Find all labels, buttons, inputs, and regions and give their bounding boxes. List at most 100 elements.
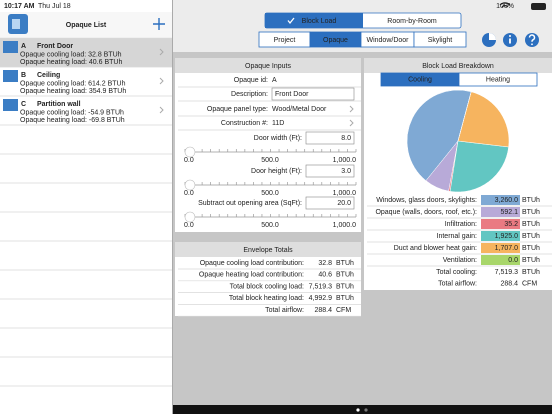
mode-button[interactable] — [265, 13, 363, 28]
sidebar-header — [0, 12, 172, 37]
tab[interactable] — [413, 31, 467, 48]
breakdown-value: 592.1 — [500, 209, 518, 216]
item-heating: Opaque heating load: 40.6 BTUh — [20, 59, 122, 66]
slider-label: Subtract out opening area (SqFt): — [198, 200, 302, 207]
battery-icon — [531, 3, 546, 10]
list-item[interactable] — [0, 96, 172, 125]
check-icon — [287, 17, 295, 25]
sidebar-title: Opaque List — [66, 22, 107, 29]
page-dot — [364, 408, 368, 412]
help-glyph — [528, 34, 536, 42]
value-swatch — [481, 207, 520, 217]
breakdown-unit: BTUh — [522, 197, 540, 204]
total-label: Opaque heating load contribution: — [199, 272, 304, 279]
slider-thumb[interactable] — [184, 146, 196, 158]
inputs-title: Opaque Inputs — [245, 63, 291, 70]
total-label: Total block heating load: — [229, 295, 304, 302]
item-name: Ceiling — [37, 72, 60, 79]
breakdown-unit: BTUh — [522, 245, 540, 252]
breakdown-label: Infiltration: — [445, 221, 477, 228]
status-time: 10:17 AM — [4, 3, 35, 10]
total-value: 288.4 — [314, 307, 332, 314]
total-unit: CFM — [336, 307, 351, 314]
breakdown-total-unit: CFM — [522, 280, 537, 287]
bottom-bar — [173, 405, 552, 414]
slider-tick-label: 1,000.0 — [333, 157, 356, 164]
field-label: Description: — [231, 91, 268, 98]
slider-value: 8.0 — [341, 135, 351, 142]
list-item[interactable] — [0, 38, 172, 67]
breakdown-unit: BTUh — [522, 257, 540, 264]
field-value: 11D — [272, 120, 284, 127]
slider-thumb[interactable] — [184, 211, 196, 223]
breakdown-label: Internal gain: — [437, 233, 478, 240]
app-icon-part — [12, 19, 20, 29]
pie-slice — [449, 140, 509, 193]
breakdown-total-value: 7,519.3 — [495, 269, 518, 276]
slider-thumb[interactable] — [184, 179, 196, 191]
number-field[interactable] — [305, 164, 355, 178]
breakdown-header — [364, 58, 552, 73]
breakdown-title: Block Load Breakdown — [422, 63, 494, 70]
breakdown-value: 0.0 — [508, 257, 518, 264]
number-field[interactable] — [305, 196, 355, 210]
envelope-body — [175, 257, 361, 316]
total-unit: BTUh — [336, 260, 354, 267]
slider-label: Door height (Ft): — [251, 168, 302, 175]
item-letter: A — [21, 43, 26, 50]
tab-label: Project — [274, 37, 296, 44]
item-cooling: Opaque cooling load: -54.9 BTUh — [20, 109, 124, 116]
item-letter: C — [21, 101, 26, 108]
toggle-button[interactable] — [458, 72, 538, 87]
slider-label: Door width (Ft): — [254, 135, 302, 142]
field-label: Opaque id: — [234, 77, 268, 84]
item-cooling: Opaque cooling load: 32.8 BTUh — [20, 51, 122, 58]
item-heating: Opaque heating load: -69.8 BTUh — [20, 117, 125, 124]
help-glyph — [531, 43, 533, 46]
field-value: A — [272, 77, 277, 84]
breakdown-total-label: Total cooling: — [436, 269, 477, 276]
tab-label: Window/Door — [366, 37, 409, 44]
slider-value: 3.0 — [341, 168, 351, 175]
slider-tick-label: 1,000.0 — [333, 222, 356, 229]
item-icon — [3, 70, 18, 82]
value-swatch — [481, 243, 520, 253]
tab-label: Opaque — [323, 37, 348, 44]
envelope-header — [175, 242, 361, 257]
list-item[interactable] — [0, 67, 172, 96]
number-field[interactable] — [305, 131, 355, 145]
breakdown-total-unit: BTUh — [522, 269, 540, 276]
chevron — [159, 106, 164, 114]
field-value: Front Door — [275, 91, 309, 98]
chevron[interactable] — [349, 119, 354, 127]
item-name: Front Door — [37, 43, 73, 50]
total-value: 7,519.3 — [309, 283, 332, 290]
envelope-title: Envelope Totals — [243, 247, 293, 254]
total-label: Total airflow: — [265, 307, 304, 314]
chevron[interactable] — [349, 105, 354, 113]
total-unit: BTUh — [336, 272, 354, 279]
total-label: Total block cooling load: — [230, 283, 304, 290]
slider-tick-label: 1,000.0 — [333, 190, 356, 197]
tab-label: Skylight — [428, 37, 453, 44]
breakdown-label: Ventilation: — [443, 257, 477, 264]
toggle-label: Heating — [486, 76, 510, 83]
text-field[interactable] — [271, 87, 355, 101]
mode-label: Block Load — [302, 18, 337, 25]
slider-tick-label: 0.0 — [184, 222, 194, 229]
breakdown-unit: BTUh — [522, 209, 540, 216]
chevron — [159, 77, 164, 85]
slider-tick-label: 0.0 — [184, 157, 194, 164]
mode-label: Room-by-Room — [387, 18, 437, 25]
breakdown-unit: BTUh — [522, 233, 540, 240]
breakdown-total-value: 288.4 — [500, 280, 518, 287]
wifi-icon — [499, 2, 511, 8]
total-value: 32.8 — [318, 260, 332, 267]
status-date: Thu Jul 18 — [38, 3, 71, 10]
add-button[interactable] — [153, 18, 165, 30]
total-label: Opaque cooling load contribution: — [200, 260, 304, 267]
value-swatch — [481, 195, 520, 205]
item-cooling: Opaque cooling load: 614.2 BTUh — [20, 80, 126, 87]
pie-button-part — [489, 33, 496, 40]
